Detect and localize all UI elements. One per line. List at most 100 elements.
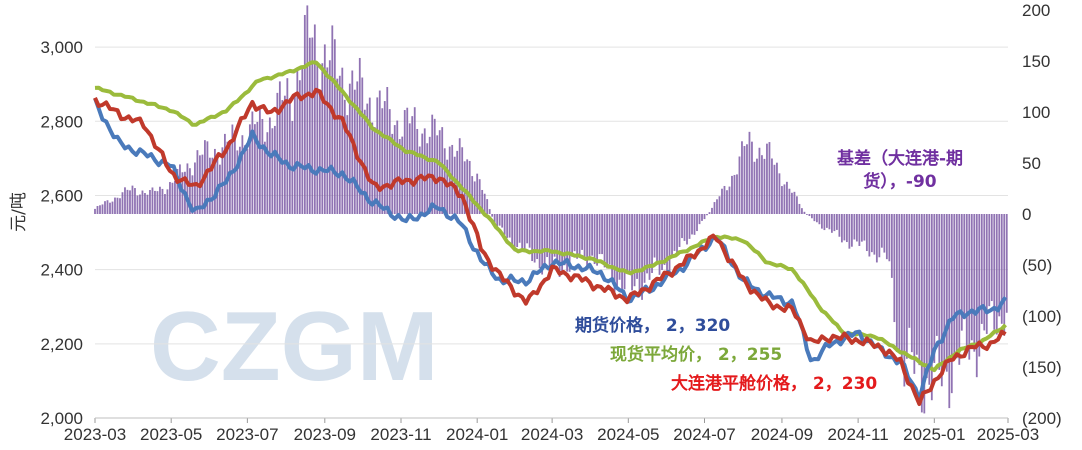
x-tick-label: 2023-09 [294,425,356,444]
basis-bar [875,214,878,263]
basis-bar [885,214,888,260]
basis-bar [970,214,973,341]
x-tick-label: 2024-03 [521,425,583,444]
basis-bar [771,158,773,214]
basis-bar [878,214,881,258]
basis-bar [526,214,529,244]
series-line [93,87,1007,406]
basis-bar [935,214,938,336]
basis-bar [691,214,693,235]
basis-bar [738,156,741,214]
basis-bar [643,214,646,283]
basis-bar [131,185,134,214]
x-tick-label: 2023-03 [64,425,126,444]
basis-bar [164,194,166,214]
basis-bar [238,146,241,214]
basis-bar [801,208,803,214]
basis-bar [124,187,126,214]
basis-bar [701,214,703,221]
basis-bar [873,214,876,255]
basis-bar [161,188,164,214]
basis-bar [393,125,396,214]
basis-bar [598,214,601,255]
basis-bar [821,214,823,229]
basis-bar [388,109,391,214]
annotation-futures: 期货价格， 2，320 [575,315,730,336]
basis-bar [613,214,616,295]
basis-bar [159,186,161,214]
basis-bar [843,214,846,241]
basis-bar [706,214,708,216]
y-tick-left: 2,000 [40,409,83,428]
basis-bar [948,214,951,409]
basis-bar [968,214,971,360]
basis-bar [408,123,411,214]
basis-bar [938,214,941,370]
basis-bar [888,214,891,262]
basis-bar [528,214,531,248]
basis-bar [139,194,141,214]
basis-bar [368,97,371,214]
basis-bar [196,150,199,214]
basis-bar [343,99,346,214]
basis-bar [591,214,593,256]
y-tick-left: 2,800 [40,112,83,131]
basis-bar [880,214,883,248]
basis-bar [496,214,499,227]
basis-bar [383,101,386,214]
basis-bar [406,107,409,214]
basis-bar [363,109,366,214]
x-tick-label: 2023-11 [370,425,431,444]
basis-bar [668,214,671,274]
basis-bar [558,214,561,278]
basis-bar [141,190,144,214]
basis-bar [653,214,656,258]
basis-bar [553,214,556,257]
basis-bar [273,125,276,214]
basis-bar [693,214,696,235]
basis-bar [418,146,421,214]
basis-bar [151,187,154,214]
basis-bar [401,136,404,214]
basis-bar [169,182,171,214]
price-lines [93,60,1008,406]
basis-bar [855,214,858,242]
basis-bar [648,214,651,280]
basis-bar [683,214,686,241]
basis-bar [893,214,896,323]
basis-bar [421,133,424,214]
basis-bar [246,148,249,214]
basis-bar [194,162,196,214]
basis-bar [830,214,833,233]
basis-bar [786,181,788,214]
basis-bar [473,181,476,214]
y-tick-right: 150 [1022,52,1050,71]
basis-bar [825,214,828,228]
basis-bar [174,180,176,214]
basis-bar [766,143,768,214]
basis-bar [436,135,439,214]
basis-bar [346,115,349,214]
basis-bar [253,124,256,214]
basis-bar [711,207,713,214]
basis-bar [476,173,479,214]
basis-bar [448,146,451,214]
y-axis-label-left: 元/吨 [9,192,29,232]
y-tick-right: 100 [1022,103,1050,122]
basis-bar [523,214,526,250]
basis-bar [176,168,179,214]
basis-bar [288,98,291,214]
basis-bar [281,100,284,214]
basis-bar [761,155,763,214]
basis-bar [641,214,643,300]
basis-bar [776,162,778,214]
basis-bar [511,214,514,245]
basis-bar [646,214,648,274]
x-tick-label: 2025-03 [977,425,1039,444]
basis-bar [538,214,541,269]
basis-bar [583,214,586,258]
basis-bar [136,195,139,214]
basis-bar [890,214,893,278]
basis-bar [1000,214,1003,324]
basis-bar [483,193,486,214]
